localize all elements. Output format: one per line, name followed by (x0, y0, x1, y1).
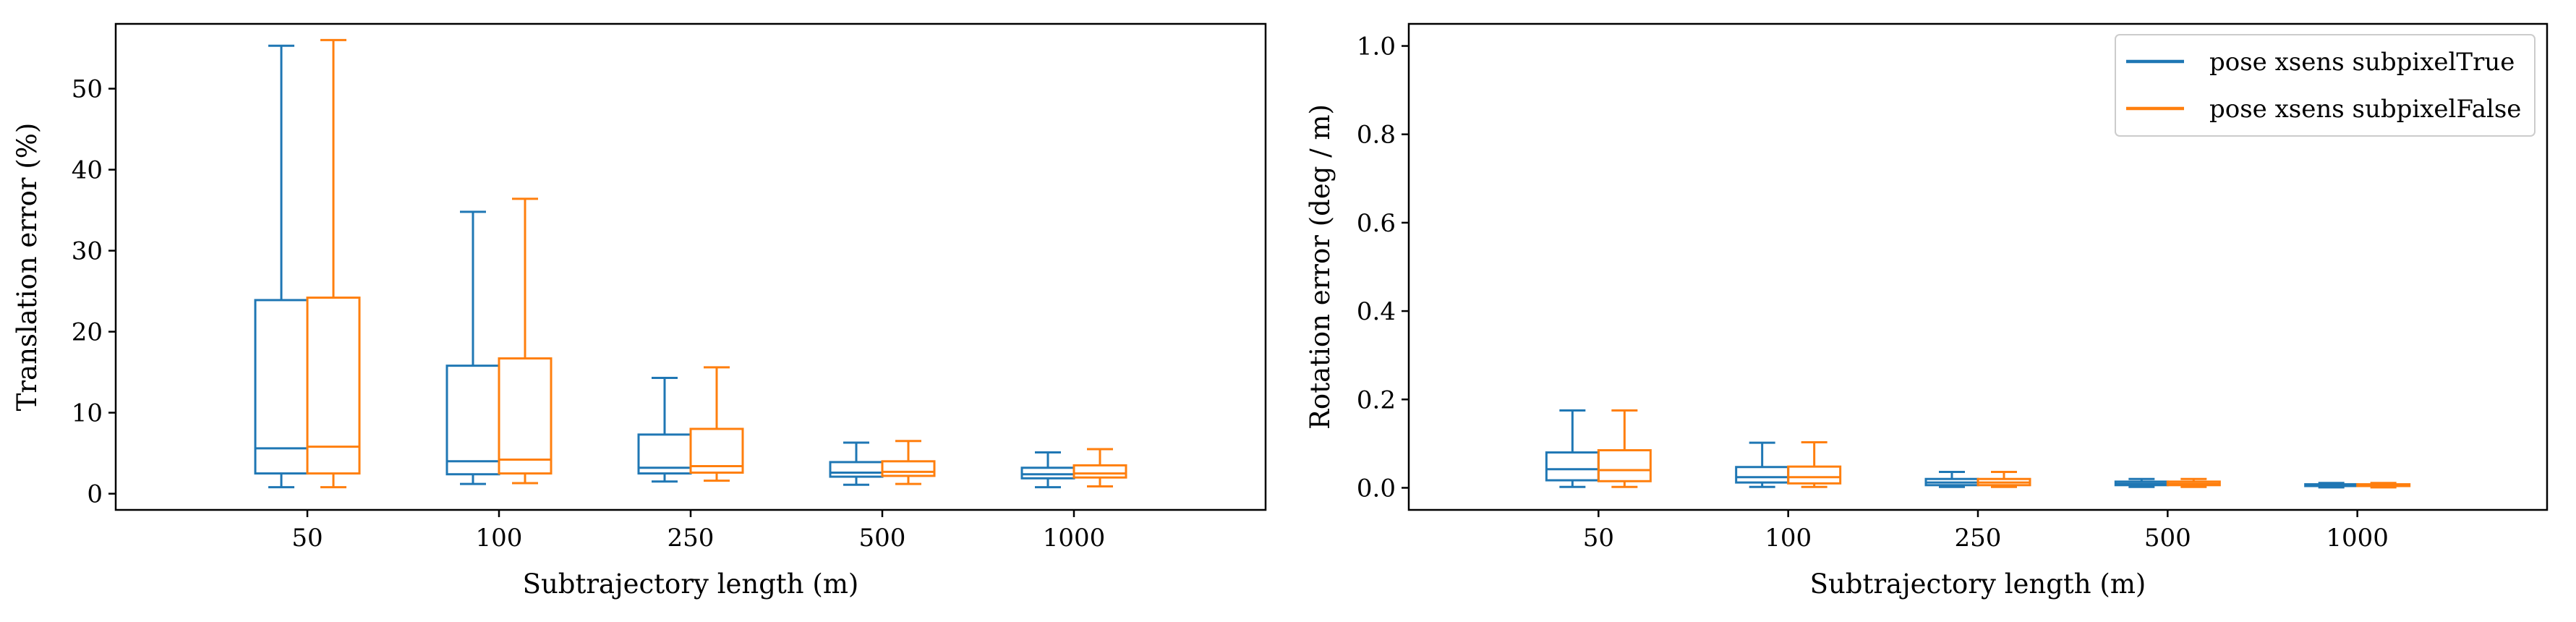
rotation-box-100-series-1 (1735, 441, 1790, 488)
rotation-box-1000-series-2 (2356, 482, 2411, 489)
rotation-y-axis: 0.0 0.2 0.4 0.6 0.8 1.0 (1357, 33, 1409, 503)
translation-x-axis-label: Subtrajectory length (m) (523, 568, 859, 600)
y-tick-label: 0.4 (1357, 297, 1396, 326)
rotation-box-1000-series-1 (2304, 482, 2359, 489)
x-tick-label: 250 (1955, 524, 2002, 553)
iqr-box (1787, 465, 1842, 485)
legend: pose xsens subpixelTrue pose xsens subpi… (2115, 34, 2536, 137)
translation-box-50-series-2 (306, 38, 361, 489)
legend-frame (2115, 34, 2536, 137)
translation-box-500-series-2 (881, 440, 936, 485)
y-tick-label: 0 (87, 480, 103, 509)
x-tick-label: 500 (859, 524, 906, 553)
rotation-box-250-series-1 (1924, 470, 1979, 488)
iqr-box (881, 460, 936, 477)
rotation-box-500-series-2 (2166, 477, 2221, 488)
y-tick-label: 20 (72, 318, 103, 347)
y-tick-label: 30 (72, 237, 103, 266)
y-tick-label: 1.0 (1357, 33, 1396, 61)
y-tick-label: 10 (72, 399, 103, 428)
translation-box-1000-series-2 (1072, 448, 1127, 488)
rotation-error-chart: 0.0 0.2 0.4 0.6 0.8 1.0 50 100 250 500 1000 Subtr… (1305, 22, 2549, 600)
legend-label-subpixel-true: pose xsens subpixelTrue (2209, 48, 2515, 77)
x-tick-label: 100 (1765, 524, 1812, 553)
rotation-x-axis: 50 100 250 500 1000 (1583, 510, 2389, 553)
translation-error-chart: 0 10 20 30 40 50 50 100 250 500 1000 Subtrajector… (12, 22, 1267, 600)
x-tick-label: 1000 (1043, 524, 1106, 553)
iqr-box (498, 357, 553, 475)
y-tick-label: 0.2 (1357, 385, 1396, 414)
x-tick-label: 50 (291, 524, 323, 553)
x-tick-label: 100 (476, 524, 523, 553)
x-tick-label: 1000 (2326, 524, 2389, 553)
iqr-box (306, 297, 361, 475)
y-tick-label: 0.0 (1357, 474, 1396, 503)
translation-y-axis: 0 10 20 30 40 50 (72, 75, 116, 509)
translation-x-axis: 50 100 250 500 1000 (291, 510, 1105, 553)
translation-box-250-series-2 (689, 366, 744, 482)
translation-box-marks (254, 38, 1127, 489)
iqr-box (689, 427, 744, 474)
y-tick-label: 40 (72, 156, 103, 185)
rotation-x-axis-label: Subtrajectory length (m) (1810, 568, 2146, 600)
translation-box-100-series-2 (498, 197, 553, 485)
rotation-box-500-series-1 (2114, 477, 2169, 488)
legend-label-subpixel-false: pose xsens subpixelFalse (2209, 95, 2521, 124)
x-tick-label: 50 (1583, 524, 1614, 553)
rotation-box-250-series-2 (1976, 470, 2031, 488)
x-tick-label: 500 (2144, 524, 2191, 553)
iqr-box (1597, 449, 1652, 482)
x-tick-label: 250 (668, 524, 715, 553)
rotation-y-axis-label: Rotation error (deg / m) (1305, 104, 1336, 430)
translation-y-axis-label: Translation error (%) (12, 123, 43, 412)
iqr-box (1072, 464, 1127, 479)
rotation-box-50-series-2 (1597, 409, 1652, 488)
y-tick-label: 0.6 (1357, 209, 1396, 238)
rotation-box-50-series-1 (1545, 409, 1600, 488)
translation-box-50-series-1 (254, 44, 309, 489)
y-tick-label: 50 (72, 75, 103, 104)
rotation-box-marks (1545, 409, 2411, 489)
y-tick-label: 0.8 (1357, 121, 1396, 150)
rotation-box-100-series-2 (1787, 441, 1842, 488)
